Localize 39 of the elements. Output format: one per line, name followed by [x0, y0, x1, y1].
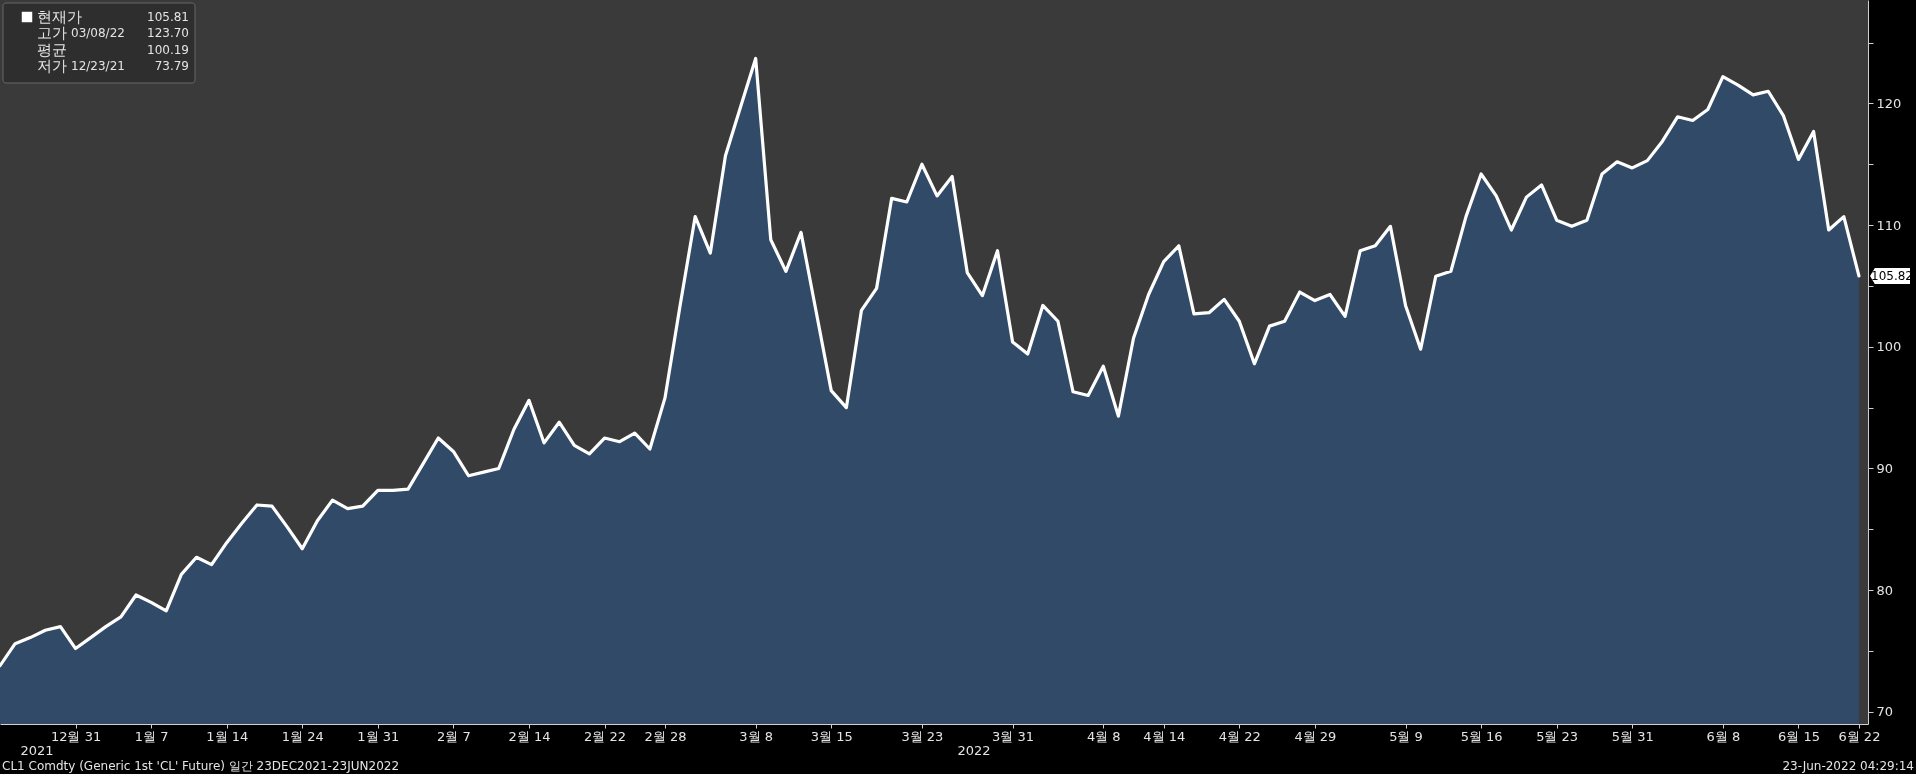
text: 고가 03/08/22 123.70	[37, 24, 189, 42]
x-tick-label: 4월 14	[1143, 728, 1186, 744]
x-tick-label: 12월 31	[50, 728, 102, 744]
y-tick-label: 100	[1876, 339, 1902, 355]
x-tick-label: 4월 22	[1218, 728, 1261, 744]
x-tick-label: 3월 23	[901, 728, 944, 744]
x-tick-label: 3월 15	[810, 728, 853, 744]
text: 23-Jun-2022 04:29:14	[1782, 759, 1914, 773]
x-tick-label: 6월 8	[1706, 728, 1741, 744]
y-tick-label: 80	[1876, 582, 1894, 598]
x-tick-label: 2월 14	[508, 728, 551, 744]
x-tick-label: 3월 31	[992, 728, 1035, 744]
x-tick-label: 4월 8	[1086, 728, 1121, 744]
text: 2022	[957, 743, 991, 758]
x-tick-label: 5월 16	[1460, 728, 1503, 744]
x-tick-label: 5월 23	[1536, 728, 1579, 744]
x-tick-label: 6월 15	[1778, 728, 1820, 744]
x-tick-label: 5월 9	[1389, 728, 1423, 744]
x-tick-label: 1월 14	[206, 728, 249, 744]
x-tick-label: 2월 28	[644, 728, 687, 744]
x-tick-label: 1월 31	[357, 728, 400, 744]
y-tick-label: 120	[1876, 95, 1902, 111]
x-tick-label: 2월 7	[437, 728, 471, 744]
text: 2021	[20, 743, 54, 758]
y-tick-label: 110	[1876, 217, 1902, 233]
text: CL1 Comdty (Generic 1st 'CL' Future) 일간 23DEC2021-23JUN2022	[2, 759, 400, 773]
annotation: 105.81	[147, 10, 189, 24]
legend-label: 현재가	[37, 8, 82, 26]
x-tick-label: 1월 24	[281, 728, 324, 744]
y-tick-label: 70	[1876, 704, 1894, 720]
text: 저가 12/23/21 73.79	[37, 57, 189, 75]
x-tick-label: 6월 22	[1838, 728, 1881, 744]
x-tick-label: 1월 7	[134, 728, 169, 744]
x-tick-label: 3월 8	[739, 728, 774, 744]
x-tick-label: 4월 29	[1294, 728, 1337, 744]
text: 평균 100.19	[37, 41, 189, 59]
y-tick-label: 90	[1876, 460, 1894, 476]
x-tick-label: 5월 31	[1611, 728, 1654, 744]
x-tick-label: 2월 22	[584, 728, 627, 744]
